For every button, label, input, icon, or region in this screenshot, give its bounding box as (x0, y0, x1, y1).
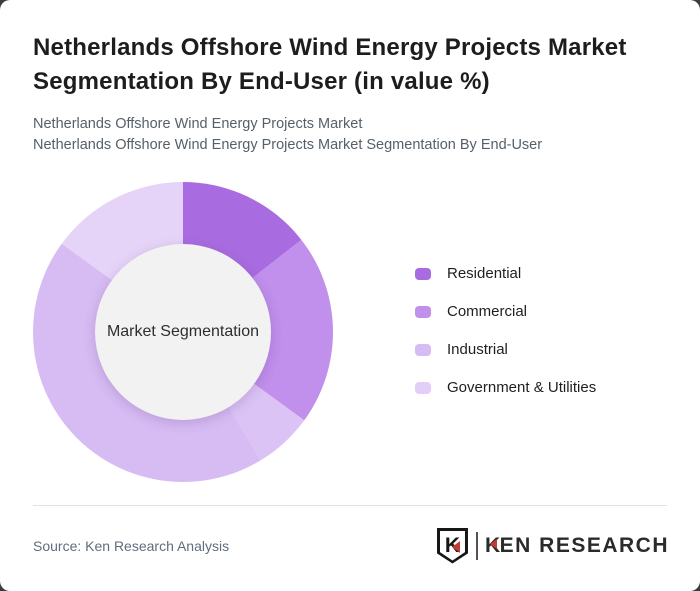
chart-legend: Residential Commercial Industrial Govern… (415, 265, 597, 418)
wordmark-red-triangle-icon (489, 538, 497, 549)
subtitle-line-1: Netherlands Offshore Wind Energy Project… (33, 116, 363, 132)
source-note: Source: Ken Research Analysis (33, 538, 230, 554)
footer-divider (33, 505, 667, 506)
legend-item-commercial[interactable]: Commercial (415, 303, 596, 320)
legend-swatch-commercial (415, 305, 431, 318)
shield-red-triangle-icon (451, 540, 460, 553)
logo-wordmark: K EN RESEARCH (485, 534, 669, 558)
legend-swatch-industrial (415, 343, 431, 356)
donut-center: Market Segmentation (95, 244, 271, 420)
legend-label: Government & Utilities (447, 379, 597, 396)
wordmark-rest: EN RESEARCH (499, 533, 669, 557)
ken-research-shield-icon: K (436, 527, 468, 564)
logo-divider-bar (475, 531, 478, 560)
legend-label: Residential (447, 265, 522, 282)
legend-item-residential[interactable]: Residential (415, 265, 596, 282)
legend-label: Commercial (447, 303, 528, 320)
chart-subtitle: Netherlands Offshore Wind Energy Project… (33, 114, 673, 156)
donut-center-label: Market Segmentation (106, 323, 260, 340)
legend-label: Industrial (447, 341, 508, 358)
shield-inner: K (439, 530, 465, 561)
donut-chart[interactable]: Market Segmentation (33, 182, 333, 482)
legend-swatch-government-utilities (415, 381, 431, 394)
subtitle-line-2: Netherlands Offshore Wind Energy Project… (33, 137, 543, 153)
legend-item-industrial[interactable]: Industrial (415, 341, 596, 358)
legend-item-government-utilities[interactable]: Government & Utilities (415, 379, 597, 396)
legend-swatch-residential (415, 267, 431, 280)
page-title: Netherlands Offshore Wind Energy Project… (33, 34, 627, 95)
ken-research-logo: K K EN RESEARCH (436, 527, 669, 564)
